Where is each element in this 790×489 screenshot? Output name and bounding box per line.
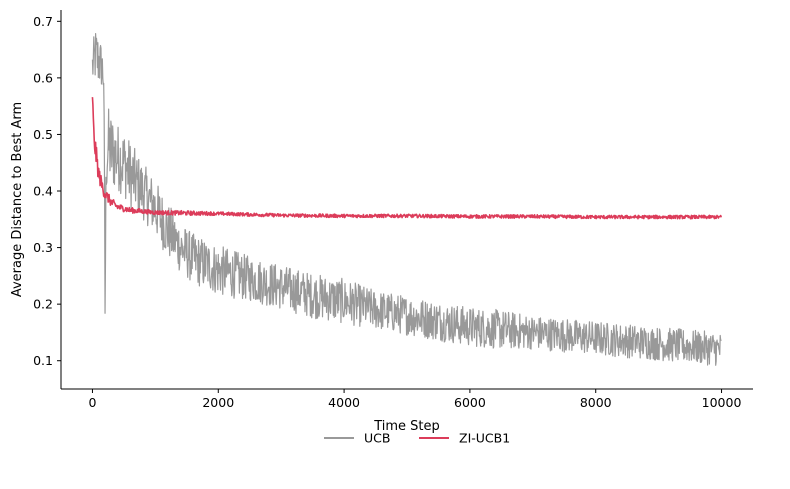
x-tick-label: 0 (88, 395, 96, 410)
series-line-zi-ucb1 (91, 97, 723, 220)
series-line-ucb (91, 32, 722, 366)
x-tick-label: 2000 (202, 395, 234, 410)
y-tick-label: 0.5 (33, 127, 53, 142)
plot-area: 0 2000 4000 6000 8000 10000 0.10.20.30.40.50.… (33, 10, 753, 410)
y-tick-label: 0.2 (33, 297, 53, 312)
x-tick-label: 4000 (328, 395, 360, 410)
y-tick-label: 0.3 (33, 240, 53, 255)
x-tick-label: 10000 (702, 395, 742, 410)
y-tick-label: 0.7 (33, 14, 53, 29)
x-tick-label: 6000 (454, 395, 486, 410)
legend-label: UCB (364, 431, 390, 446)
legend: UCB ZI-UCB1 (324, 431, 510, 446)
y-tick-label: 0.1 (33, 353, 53, 368)
x-axis-label: Time Step (373, 419, 440, 434)
y-tick-label: 0.4 (33, 184, 53, 199)
y-tick-label: 0.6 (33, 70, 53, 85)
y-axis-label: Average Distance to Best Arm (10, 102, 25, 297)
x-tick-label: 8000 (580, 395, 612, 410)
series-layer (91, 32, 723, 366)
y-axis-ticks: 0.1 0.2 0.3 0.4 0.5 0.6 0.7 (33, 14, 61, 368)
legend-label: ZI-UCB1 (459, 431, 510, 446)
x-axis-ticks: 0 2000 4000 6000 8000 10000 (88, 389, 741, 410)
